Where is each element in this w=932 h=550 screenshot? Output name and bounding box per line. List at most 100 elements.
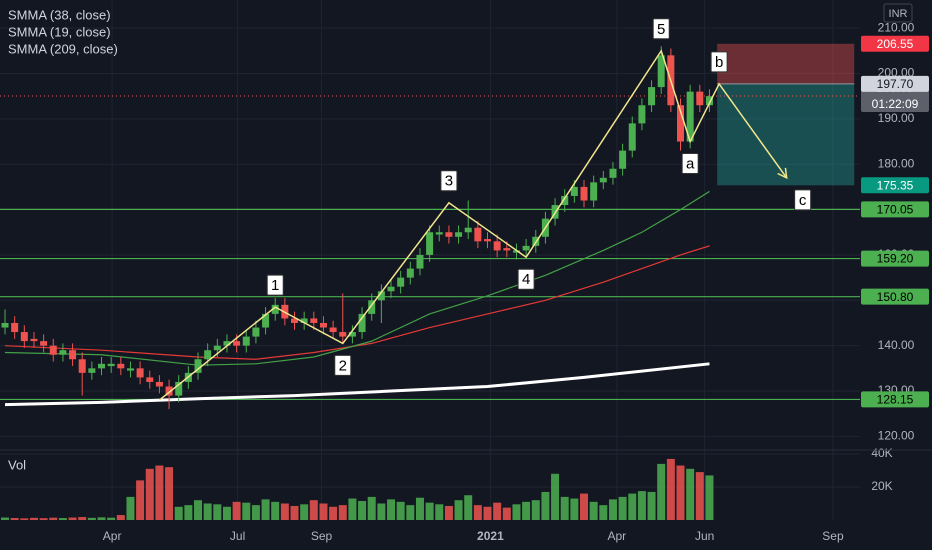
volume-bar	[29, 517, 38, 520]
candle-body	[609, 168, 617, 178]
volume-bar	[126, 496, 135, 520]
volume-bar	[676, 465, 685, 520]
candle-body	[155, 381, 163, 387]
volume-bar	[647, 491, 656, 520]
candle-body	[657, 55, 665, 88]
volume-bar	[68, 517, 77, 520]
volume-bar	[377, 503, 386, 520]
candle-body	[329, 327, 337, 333]
wave-label-box	[794, 189, 812, 211]
candle-body	[464, 227, 472, 233]
volume-bar	[136, 480, 145, 520]
volume-bar	[87, 517, 96, 520]
volume-bar	[338, 505, 347, 520]
wave-label-box	[266, 274, 284, 296]
currency-label: INR	[889, 8, 908, 20]
entry-label: 197.70	[877, 77, 914, 91]
level-badge	[861, 250, 929, 267]
candle-body	[406, 268, 414, 278]
candle-body	[175, 381, 183, 396]
target-badge	[861, 177, 929, 194]
level-badge	[861, 288, 929, 305]
wave-label: 4	[522, 271, 530, 288]
volume-bar	[242, 502, 251, 520]
x-tick-label: Apr	[103, 529, 122, 543]
candle-body	[213, 345, 221, 351]
volume-label: Vol	[8, 457, 26, 472]
volume-bar	[473, 505, 482, 520]
volume-bar	[454, 500, 463, 520]
volume-bar	[522, 501, 531, 520]
candle-body	[339, 332, 347, 337]
volume-bar	[396, 501, 405, 520]
volume-bar	[657, 463, 666, 520]
volume-bar	[358, 501, 367, 520]
candle-body	[40, 341, 48, 346]
volume-bar	[271, 501, 280, 520]
stop-label: 206.55	[877, 37, 914, 51]
volume-bar	[184, 505, 193, 520]
level-label: 150.80	[877, 290, 914, 304]
volume-bar	[425, 502, 434, 520]
volume-bar	[39, 518, 48, 520]
x-tick-label: 2021	[477, 529, 504, 543]
candle-body	[271, 304, 279, 314]
stop-zone	[717, 43, 855, 84]
volume-bar	[203, 503, 212, 520]
volume-bar	[309, 500, 318, 520]
candle-body	[522, 245, 530, 251]
x-tick-label: Sep	[822, 529, 844, 543]
volume-bar	[387, 499, 396, 520]
legend-entry: SMMA (19, close)	[8, 24, 111, 39]
volume-bar	[464, 495, 473, 520]
volume-bar	[319, 503, 328, 520]
volume-bar	[483, 506, 492, 520]
candle-body	[348, 332, 356, 337]
volume-tick-label: 20K	[871, 479, 892, 493]
volume-bar	[49, 517, 58, 520]
volume-bar	[570, 498, 579, 520]
candle-body	[377, 291, 385, 301]
volume-bar	[512, 504, 521, 520]
candle-body	[677, 105, 685, 142]
volume-bar	[20, 518, 29, 520]
volume-bar	[695, 472, 704, 520]
y-tick-label: 210.00	[878, 20, 915, 34]
volume-bar	[435, 504, 444, 520]
y-tick-label: 120.00	[878, 429, 915, 443]
candle-body	[416, 254, 424, 269]
candle-body	[252, 327, 260, 337]
wave-label-box	[710, 51, 728, 73]
volume-bar	[222, 506, 231, 520]
candle-body	[69, 350, 77, 360]
y-tick-label: 180.00	[878, 156, 915, 170]
candle-body	[628, 123, 636, 151]
y-tick-label: 140.00	[878, 338, 915, 352]
candle-body	[233, 341, 241, 346]
candle-body	[204, 350, 212, 360]
x-tick-label: Jul	[230, 529, 245, 543]
volume-bar	[97, 517, 106, 520]
candle-body	[20, 332, 28, 342]
candle-body	[503, 248, 511, 251]
candle-body	[223, 341, 231, 346]
volume-bar	[213, 504, 222, 520]
wave-label: 2	[339, 357, 347, 374]
candle-body	[59, 350, 67, 355]
target-label: 175.35	[877, 178, 914, 192]
candle-body	[319, 322, 327, 328]
volume-bar	[628, 493, 637, 520]
volume-bar	[10, 518, 19, 520]
candle-body	[397, 277, 405, 287]
x-tick-label: Jun	[695, 529, 714, 543]
countdown: 01:22:09	[872, 97, 919, 111]
candle-body	[570, 186, 578, 196]
candle-body	[262, 313, 270, 328]
volume-bar	[589, 501, 598, 520]
x-tick-label: Apr	[607, 529, 626, 543]
candle-body	[512, 250, 520, 253]
volume-bar	[599, 505, 608, 520]
candle-body	[484, 239, 492, 242]
volume-bar	[232, 501, 241, 520]
